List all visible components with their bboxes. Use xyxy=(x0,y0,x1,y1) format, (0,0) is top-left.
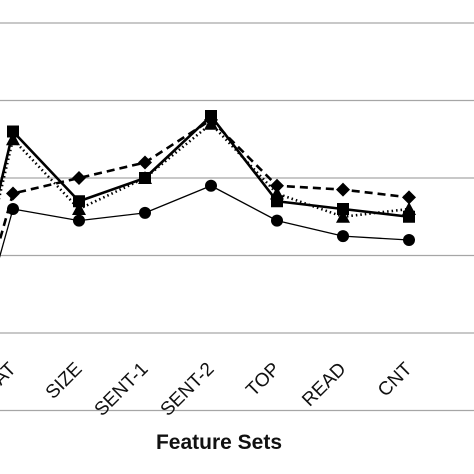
x-tick-label: READ xyxy=(298,359,350,411)
series-triangle xyxy=(0,116,416,223)
data-point-circle xyxy=(73,214,85,227)
data-point-triangle xyxy=(72,202,86,215)
data-point-square xyxy=(337,203,349,215)
data-point-triangle xyxy=(336,209,350,223)
data-point-diamond xyxy=(204,112,218,127)
series-line-square xyxy=(0,114,410,219)
data-point-diamond xyxy=(270,178,284,193)
series-layer xyxy=(0,110,416,258)
data-point-circle xyxy=(205,179,217,192)
data-point-diamond xyxy=(336,182,350,197)
data-point-circle xyxy=(403,234,415,246)
series-line-triangle xyxy=(0,122,410,219)
x-axis-title: Feature Sets xyxy=(156,431,282,454)
data-point-square xyxy=(73,195,85,208)
data-point-diamond xyxy=(138,155,152,170)
x-tick-label: SIZE xyxy=(42,359,87,404)
data-point-diamond xyxy=(402,190,416,205)
x-tick-label: CNT xyxy=(374,358,417,401)
data-point-circle xyxy=(271,214,283,227)
data-point-circle xyxy=(7,203,19,215)
series-line-circle xyxy=(0,185,410,258)
data-point-diamond xyxy=(6,186,20,201)
data-point-square xyxy=(7,125,19,138)
data-point-triangle xyxy=(138,171,152,184)
x-tick-labels: RAT SIZE SENT-1 SENT-2 TOP READ CNT xyxy=(0,358,417,420)
x-tick-label: RAT xyxy=(0,358,21,399)
data-point-circle xyxy=(337,230,349,243)
series-diamond xyxy=(0,112,416,245)
data-point-triangle xyxy=(402,202,416,215)
data-point-triangle xyxy=(270,186,284,200)
series-circle xyxy=(0,179,415,258)
x-tick-label: SENT-2 xyxy=(157,359,219,421)
data-point-diamond xyxy=(72,171,86,185)
data-point-circle xyxy=(139,206,151,219)
data-point-triangle xyxy=(6,132,20,146)
x-tick-label: SENT-1 xyxy=(91,359,153,421)
x-tick-label: TOP xyxy=(242,359,284,401)
series-line-diamond xyxy=(0,118,410,245)
